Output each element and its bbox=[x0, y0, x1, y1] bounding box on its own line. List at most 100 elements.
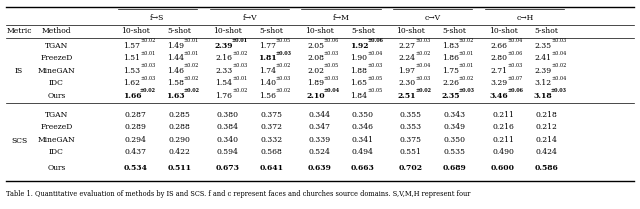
Text: 2.30: 2.30 bbox=[399, 79, 415, 87]
Text: ±0.02: ±0.02 bbox=[140, 38, 156, 43]
Text: Ours: Ours bbox=[47, 164, 65, 172]
Text: FreezeD: FreezeD bbox=[40, 54, 72, 62]
Text: ±0.02: ±0.02 bbox=[184, 63, 199, 68]
Text: 2.35: 2.35 bbox=[534, 42, 551, 50]
Text: 3.29: 3.29 bbox=[491, 79, 508, 87]
Text: 1.90: 1.90 bbox=[351, 54, 367, 62]
Text: 1.44: 1.44 bbox=[167, 54, 184, 62]
Text: 0.349: 0.349 bbox=[444, 123, 465, 131]
Text: 0.211: 0.211 bbox=[492, 136, 514, 144]
Text: ±0.07: ±0.07 bbox=[508, 76, 523, 81]
Text: 0.344: 0.344 bbox=[308, 111, 330, 119]
Text: 0.375: 0.375 bbox=[400, 136, 422, 144]
Text: 10-shot: 10-shot bbox=[122, 27, 150, 35]
Text: 0.594: 0.594 bbox=[217, 148, 239, 156]
Text: 0.663: 0.663 bbox=[351, 164, 375, 172]
Text: ±0.02: ±0.02 bbox=[415, 88, 431, 93]
Text: FreezeD: FreezeD bbox=[40, 123, 72, 131]
Text: ±0.05: ±0.05 bbox=[324, 63, 339, 68]
Text: 0.294: 0.294 bbox=[125, 136, 147, 144]
Text: ±0.04: ±0.04 bbox=[415, 63, 431, 68]
Text: ±0.03: ±0.03 bbox=[550, 88, 567, 93]
Text: ±0.02: ±0.02 bbox=[276, 88, 291, 93]
Text: 0.424: 0.424 bbox=[536, 148, 557, 156]
Text: 0.568: 0.568 bbox=[260, 148, 282, 156]
Text: ±0.04: ±0.04 bbox=[551, 76, 566, 81]
Text: 2.39: 2.39 bbox=[215, 42, 233, 50]
Text: Method: Method bbox=[42, 27, 71, 35]
Text: 0.535: 0.535 bbox=[444, 148, 465, 156]
Text: 1.75: 1.75 bbox=[442, 67, 459, 75]
Text: 0.551: 0.551 bbox=[400, 148, 422, 156]
Text: 1.57: 1.57 bbox=[124, 42, 140, 50]
Text: 0.214: 0.214 bbox=[536, 136, 557, 144]
Text: ±0.02: ±0.02 bbox=[184, 76, 199, 81]
Text: 10-shot: 10-shot bbox=[214, 27, 242, 35]
Text: 2.27: 2.27 bbox=[399, 42, 415, 50]
Text: 0.639: 0.639 bbox=[307, 164, 332, 172]
Text: 1.81: 1.81 bbox=[258, 54, 277, 62]
Text: ±0.03: ±0.03 bbox=[276, 76, 291, 81]
Text: 1.63: 1.63 bbox=[166, 92, 185, 100]
Text: 0.511: 0.511 bbox=[167, 164, 191, 172]
Text: ±0.03: ±0.03 bbox=[232, 63, 248, 68]
Text: ±0.02: ±0.02 bbox=[232, 51, 248, 56]
Text: ±0.03: ±0.03 bbox=[140, 76, 156, 81]
Text: ±0.01: ±0.01 bbox=[232, 38, 248, 43]
Text: ±0.02: ±0.02 bbox=[140, 88, 156, 93]
Text: 5-shot: 5-shot bbox=[167, 27, 191, 35]
Text: c→H: c→H bbox=[516, 14, 533, 22]
Text: 2.24: 2.24 bbox=[399, 54, 415, 62]
Text: ±0.02: ±0.02 bbox=[551, 63, 566, 68]
Text: ±0.06: ±0.06 bbox=[367, 38, 383, 43]
Text: 0.600: 0.600 bbox=[491, 164, 515, 172]
Text: IS: IS bbox=[15, 67, 23, 75]
Text: 1.58: 1.58 bbox=[167, 79, 184, 87]
Text: ±0.02: ±0.02 bbox=[459, 38, 474, 43]
Text: Metric: Metric bbox=[6, 27, 32, 35]
Text: f→S: f→S bbox=[150, 14, 164, 22]
Text: 0.350: 0.350 bbox=[352, 111, 374, 119]
Text: 1.66: 1.66 bbox=[123, 92, 141, 100]
Text: 5-shot: 5-shot bbox=[534, 27, 559, 35]
Text: 2.41: 2.41 bbox=[534, 54, 551, 62]
Text: TGAN: TGAN bbox=[45, 42, 68, 50]
Text: 0.355: 0.355 bbox=[400, 111, 422, 119]
Text: 5-shot: 5-shot bbox=[259, 27, 284, 35]
Text: 1.62: 1.62 bbox=[124, 79, 140, 87]
Text: c→V: c→V bbox=[424, 14, 441, 22]
Text: IDC: IDC bbox=[49, 79, 64, 87]
Text: 5-shot: 5-shot bbox=[442, 27, 467, 35]
Text: 0.211: 0.211 bbox=[492, 111, 514, 119]
Text: ±0.06: ±0.06 bbox=[508, 51, 523, 56]
Text: ±0.03: ±0.03 bbox=[324, 76, 339, 81]
Text: 0.218: 0.218 bbox=[536, 111, 557, 119]
Text: 2.02: 2.02 bbox=[307, 67, 324, 75]
Text: ±0.01: ±0.01 bbox=[232, 76, 248, 81]
Text: 1.40: 1.40 bbox=[259, 79, 276, 87]
Text: 1.49: 1.49 bbox=[167, 42, 184, 50]
Text: ±0.03: ±0.03 bbox=[458, 88, 475, 93]
Text: ±0.01: ±0.01 bbox=[184, 51, 199, 56]
Text: f→M: f→M bbox=[333, 14, 349, 22]
Text: ±0.02: ±0.02 bbox=[459, 76, 474, 81]
Text: 0.350: 0.350 bbox=[444, 136, 465, 144]
Text: 1.54: 1.54 bbox=[216, 79, 232, 87]
Text: 0.347: 0.347 bbox=[308, 123, 330, 131]
Text: 2.39: 2.39 bbox=[534, 67, 551, 75]
Text: 0.422: 0.422 bbox=[168, 148, 190, 156]
Text: ±0.03: ±0.03 bbox=[324, 51, 339, 56]
Text: 2.51: 2.51 bbox=[398, 92, 416, 100]
Text: MineGAN: MineGAN bbox=[38, 136, 75, 144]
Text: ±0.04: ±0.04 bbox=[367, 51, 383, 56]
Text: Ours: Ours bbox=[47, 92, 65, 100]
Text: 0.339: 0.339 bbox=[308, 136, 330, 144]
Text: 1.86: 1.86 bbox=[442, 54, 459, 62]
Text: 1.84: 1.84 bbox=[351, 92, 367, 100]
Text: ±0.05: ±0.05 bbox=[367, 88, 383, 93]
Text: 2.26: 2.26 bbox=[442, 79, 459, 87]
Text: 10-shot: 10-shot bbox=[397, 27, 425, 35]
Text: 0.288: 0.288 bbox=[168, 123, 190, 131]
Text: 0.384: 0.384 bbox=[217, 123, 239, 131]
Text: 0.586: 0.586 bbox=[534, 164, 559, 172]
